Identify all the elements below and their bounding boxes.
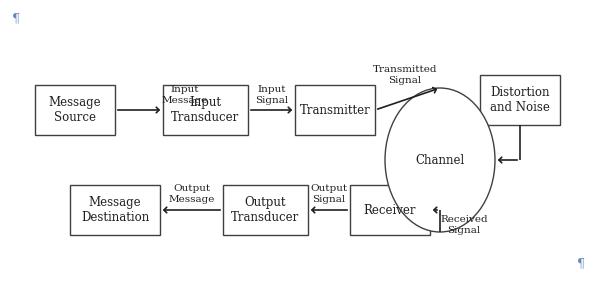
Text: Channel: Channel: [415, 153, 464, 166]
Text: Input
Message: Input Message: [162, 85, 208, 105]
Text: Distortion
and Noise: Distortion and Noise: [490, 86, 550, 114]
Text: Input
Signal: Input Signal: [256, 85, 289, 105]
Bar: [480, 75, 560, 125]
Bar: [163, 85, 248, 135]
Text: ¶: ¶: [12, 12, 20, 25]
Text: Output
Message: Output Message: [169, 184, 215, 204]
Bar: [295, 85, 375, 135]
Text: ¶: ¶: [577, 257, 585, 270]
Bar: [35, 85, 115, 135]
Text: Receiver: Receiver: [364, 204, 416, 217]
Bar: [223, 185, 308, 235]
Text: Transmitter: Transmitter: [299, 103, 370, 116]
Text: Received
Signal: Received Signal: [440, 215, 488, 235]
Text: Message
Source: Message Source: [49, 96, 101, 124]
Text: Transmitted
Signal: Transmitted Signal: [373, 65, 437, 85]
Text: Output
Transducer: Output Transducer: [231, 196, 299, 224]
Ellipse shape: [385, 88, 495, 232]
Bar: [70, 185, 160, 235]
Text: Output
Signal: Output Signal: [310, 184, 347, 204]
Text: Message
Destination: Message Destination: [81, 196, 149, 224]
Text: Input
Transducer: Input Transducer: [171, 96, 239, 124]
Bar: [350, 185, 430, 235]
